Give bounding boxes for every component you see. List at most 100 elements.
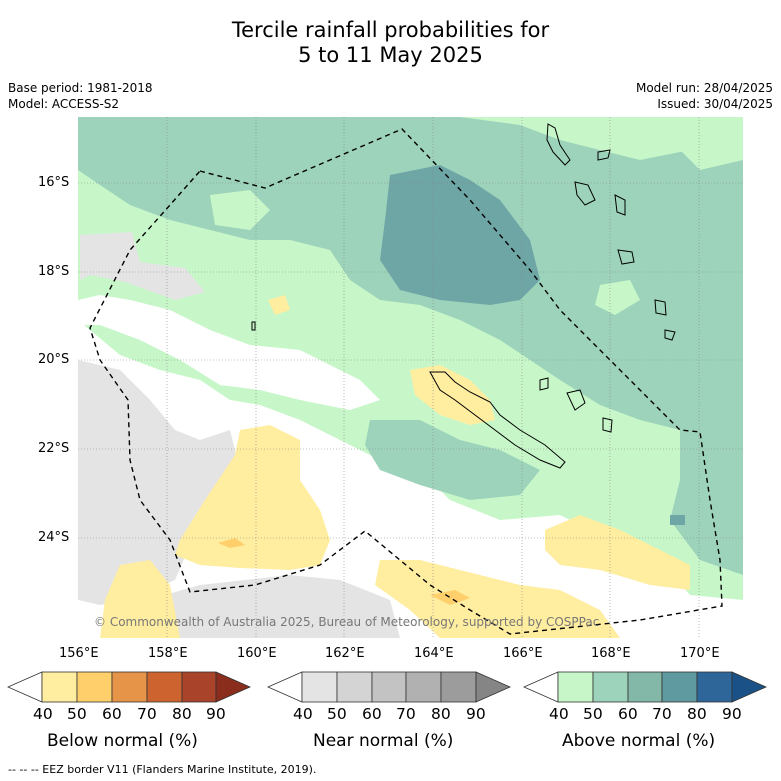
fiji-island-1 [654, 299, 667, 316]
title-line-1: Tercile rainfall probabilities for [231, 18, 550, 42]
above-swatch-40-50 [557, 671, 594, 703]
below-normal-50-region-south [175, 425, 330, 570]
model-run-text: Model run: 28/04/2025 [635, 81, 773, 95]
above-swatch-60-70 [627, 671, 663, 703]
above-label-50: 50 [583, 705, 603, 723]
vanuatu-island-4 [614, 194, 626, 216]
below-swatch-60-70 [111, 671, 148, 703]
copyright-notice: © Commonwealth of Australia 2025, Bureau… [94, 615, 600, 629]
above-normal-60-patch-central [365, 420, 540, 500]
lon-tick-164e: 164°E [414, 646, 454, 661]
below-swatch-50-60 [76, 671, 113, 703]
issued-text: Issued: 30/04/2025 [657, 97, 773, 111]
above-label-40: 40 [549, 705, 569, 723]
vanuatu-island-3 [574, 181, 596, 206]
near-swatch-gt90 [475, 671, 511, 703]
coastlines [251, 123, 676, 469]
lat-tick-20s: 20°S [38, 352, 70, 367]
loyalty-island-2 [602, 417, 613, 433]
lon-tick-156e: 156°E [59, 646, 99, 661]
eez-legend-note: -- -- -- EEZ border V11 (Flanders Marine… [8, 763, 317, 776]
below-normal-60-patch [218, 538, 245, 548]
vanuatu-island-1 [546, 123, 571, 166]
below-normal-title: Below normal (%) [47, 731, 198, 751]
colorbars [7, 671, 767, 703]
lat-tick-24s: 24°S [38, 530, 70, 545]
below-swatch-70-80 [146, 671, 183, 703]
near-swatch-lt40 [267, 671, 303, 703]
lat-tick-22s: 22°S [38, 441, 70, 456]
colorbar-below [7, 671, 251, 703]
near-label-40: 40 [293, 705, 313, 723]
above-normal-50-patch-nw [210, 190, 270, 230]
lon-tick-168e: 168°E [591, 646, 631, 661]
below-swatch-gt90 [215, 671, 251, 703]
above-label-60: 60 [618, 705, 638, 723]
below-swatch-lt40 [7, 671, 43, 703]
below-label-50: 50 [67, 705, 87, 723]
lon-tick-166e: 166°E [503, 646, 543, 661]
colorbar-near [267, 671, 511, 703]
below-label-40: 40 [33, 705, 53, 723]
below-normal-50-region-southeast [375, 560, 620, 638]
lat-tick-18s: 18°S [38, 264, 70, 279]
colorbar-above [523, 671, 767, 703]
title-line-2: 5 to 11 May 2025 [298, 43, 483, 67]
above-normal-70-patch-se [670, 515, 685, 525]
above-label-90: 90 [722, 705, 742, 723]
near-label-70: 70 [396, 705, 416, 723]
model-info: Base period: 1981-2018 Model: ACCESS-S2 [8, 80, 153, 112]
below-normal-50-region-east [545, 515, 690, 590]
near-swatch-70-80 [405, 671, 442, 703]
below-normal-60-patch-se [430, 590, 470, 605]
model-text: Model: ACCESS-S2 [8, 97, 120, 111]
above-normal-60-patch-east [670, 420, 743, 575]
map-title: Tercile rainfall probabilities for 5 to … [0, 18, 781, 68]
below-label-70: 70 [137, 705, 157, 723]
near-swatch-50-60 [336, 671, 373, 703]
vanuatu-island-5 [617, 249, 635, 265]
near-normal-region-west-inner [80, 232, 205, 300]
base-period-text: Base period: 1981-2018 [8, 81, 153, 95]
near-label-90: 90 [466, 705, 486, 723]
near-swatch-40-50 [301, 671, 338, 703]
lon-tick-162e: 162°E [325, 646, 365, 661]
above-normal-title: Above normal (%) [562, 731, 716, 751]
loyalty-island-3 [539, 377, 549, 391]
below-normal-50-region-newcaledonia [410, 365, 495, 425]
below-label-80: 80 [172, 705, 192, 723]
above-swatch-70-80 [661, 671, 698, 703]
below-label-90: 90 [206, 705, 226, 723]
above-normal-50-patch-ne [680, 117, 743, 170]
eez-border [89, 128, 723, 635]
vanuatu-island-2 [597, 149, 611, 161]
above-label-80: 80 [687, 705, 707, 723]
near-swatch-60-70 [371, 671, 407, 703]
above-swatch-gt90 [731, 671, 767, 703]
near-label-60: 60 [362, 705, 382, 723]
chesterfield-islet [251, 321, 256, 331]
above-swatch-50-60 [592, 671, 629, 703]
above-label-70: 70 [652, 705, 672, 723]
lon-tick-160e: 160°E [237, 646, 277, 661]
below-swatch-40-50 [41, 671, 78, 703]
new-caledonia-island [429, 371, 566, 469]
lon-tick-158e: 158°E [148, 646, 188, 661]
lon-tick-170e: 170°E [680, 646, 720, 661]
below-normal-50-patch-north [268, 295, 290, 315]
probability-shading [78, 117, 743, 638]
below-label-60: 60 [102, 705, 122, 723]
near-normal-title: Near normal (%) [313, 731, 454, 751]
lat-tick-16s: 16°S [38, 175, 70, 190]
below-swatch-80-90 [181, 671, 217, 703]
near-normal-region-west [78, 360, 240, 605]
near-label-80: 80 [431, 705, 451, 723]
run-info: Model run: 28/04/2025 Issued: 30/04/2025 [636, 80, 773, 112]
below-normal-50-region-sw [100, 560, 180, 638]
near-label-50: 50 [327, 705, 347, 723]
above-normal-70-region [380, 165, 540, 305]
neutral-gap-west [78, 295, 380, 410]
near-swatch-80-90 [440, 671, 477, 703]
fiji-island-2 [664, 329, 676, 341]
